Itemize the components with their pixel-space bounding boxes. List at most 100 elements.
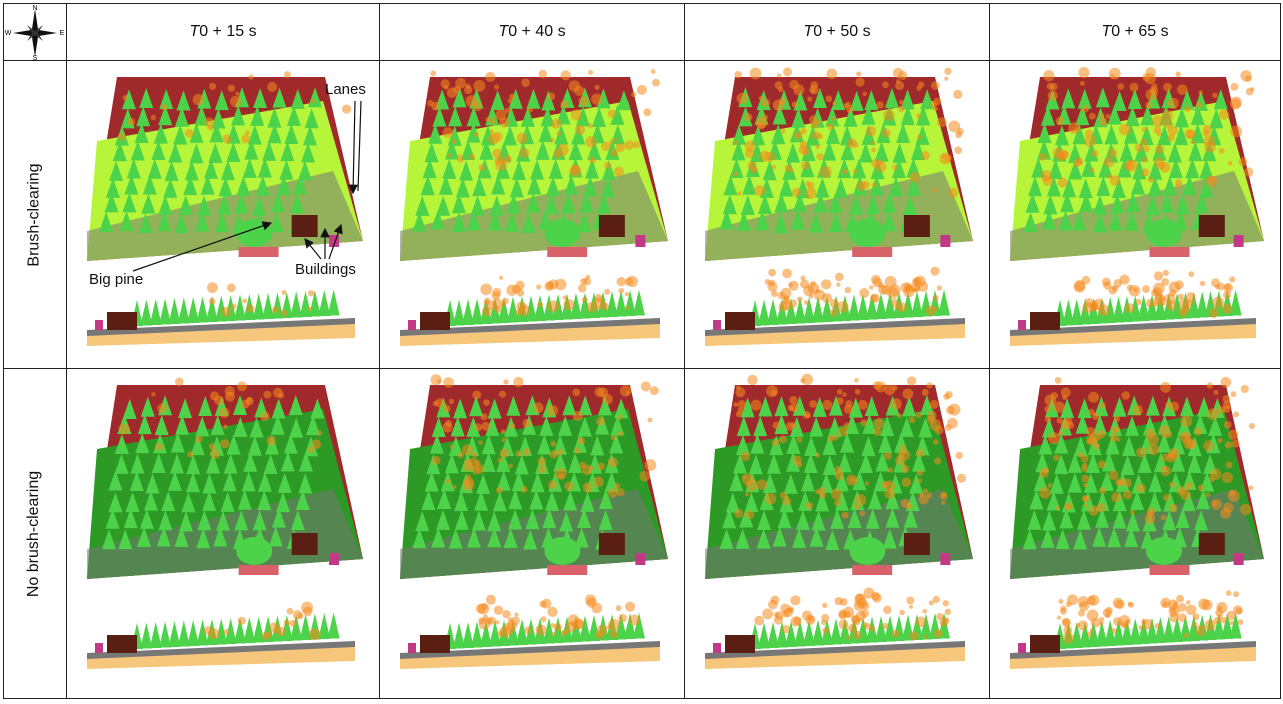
tree-mark [1028, 176, 1043, 197]
fire-mark [453, 85, 461, 93]
fire-mark [841, 511, 849, 519]
side-fire-mark [203, 626, 213, 635]
fire-mark [245, 397, 254, 406]
tree-mark [1157, 432, 1172, 453]
big-pine-mark [1146, 219, 1182, 247]
fire-mark [856, 71, 862, 77]
tree-mark [270, 192, 285, 213]
tree-mark [919, 395, 934, 416]
tree-mark [774, 192, 789, 213]
fire-mark [944, 424, 952, 431]
side-fire-mark [821, 279, 832, 290]
building-mark [1149, 247, 1190, 257]
figure-grid: N S W E T0 + 15 s T0 + 40 s T0 + 50 s T0… [3, 3, 1281, 699]
side-fire-mark [906, 596, 915, 605]
fire-mark [1230, 82, 1239, 91]
tree-mark [1092, 212, 1107, 233]
tree-mark [558, 415, 573, 436]
side-tree-mark [196, 619, 209, 646]
tree-mark [262, 140, 277, 161]
side-tree-mark [224, 618, 237, 644]
tree-mark [722, 194, 737, 215]
fire-mark [1169, 481, 1176, 488]
fire-mark [921, 388, 929, 397]
side-fire-mark [1126, 284, 1133, 291]
fire-mark [1122, 490, 1133, 500]
fire-mark [500, 429, 506, 435]
fire-mark [1118, 123, 1131, 136]
fire-mark [837, 426, 849, 437]
tree-mark [142, 174, 157, 195]
side-building-mark [725, 635, 755, 653]
fire-mark [1145, 101, 1153, 109]
tree-mark [815, 491, 830, 512]
tree-mark [578, 395, 593, 416]
tree-mark [909, 473, 924, 494]
tree-mark [1022, 529, 1037, 550]
simulation-render [87, 377, 363, 669]
fire-mark [155, 442, 164, 451]
fire-mark [917, 134, 923, 140]
side-fire-mark [1082, 302, 1094, 314]
fire-mark [1191, 139, 1196, 145]
side-tree-mark [776, 621, 788, 648]
fire-mark [495, 486, 503, 494]
simulation-render [1010, 67, 1264, 346]
side-tree-mark [525, 295, 537, 322]
fire-mark [800, 128, 807, 135]
tree-mark [114, 433, 129, 454]
tree-mark [290, 88, 305, 109]
tree-mark [1130, 490, 1145, 511]
fire-mark [235, 91, 240, 96]
tree-mark [412, 211, 427, 232]
fire-mark [945, 390, 953, 399]
tree-mark [583, 176, 598, 197]
side-fire-mark [1097, 304, 1110, 317]
side-fire-mark [246, 304, 255, 313]
fire-mark [1163, 434, 1168, 439]
tree-mark [830, 508, 845, 529]
tree-mark [163, 177, 178, 198]
side-fire-mark [1223, 291, 1232, 300]
side-fire-mark [478, 618, 491, 630]
fire-mark [1050, 82, 1058, 91]
tree-mark [297, 160, 312, 181]
tree-mark [756, 528, 771, 549]
tree-mark [725, 492, 740, 513]
fire-mark [1109, 433, 1118, 442]
tree-mark [1060, 192, 1075, 213]
fire-mark [941, 500, 946, 505]
fire-mark [1163, 119, 1173, 129]
side-soil [400, 645, 660, 669]
fire-mark [157, 403, 168, 414]
side-fire-mark [628, 614, 640, 626]
side-fire-mark [220, 306, 232, 317]
side-fire-mark [790, 595, 801, 606]
tree-mark [108, 470, 123, 491]
fire-mark [1248, 422, 1256, 430]
fire-mark [503, 379, 509, 385]
side-fire-mark [821, 602, 828, 609]
tree-mark [129, 471, 144, 492]
tree-mark [837, 452, 852, 473]
tree-mark [216, 510, 231, 531]
fire-mark [442, 404, 451, 413]
fire-mark [122, 94, 129, 101]
terrain-lane [400, 171, 668, 261]
fire-mark [1044, 405, 1051, 413]
tree-mark [899, 416, 914, 437]
tree-mark [1147, 176, 1162, 197]
tree-mark [455, 177, 470, 198]
fire-mark [1089, 432, 1101, 443]
fire-mark [473, 79, 486, 92]
fire-mark [764, 492, 777, 505]
side-tree-mark [262, 293, 275, 319]
fire-mark [615, 142, 626, 153]
side-building-mark [1030, 635, 1060, 653]
tree-mark [1123, 123, 1138, 144]
tree-mark [526, 88, 541, 109]
tree-mark [197, 510, 212, 531]
tree-mark [181, 492, 196, 513]
terrain-lane [705, 489, 973, 579]
annotation-big-pine: Big pine [89, 271, 144, 288]
